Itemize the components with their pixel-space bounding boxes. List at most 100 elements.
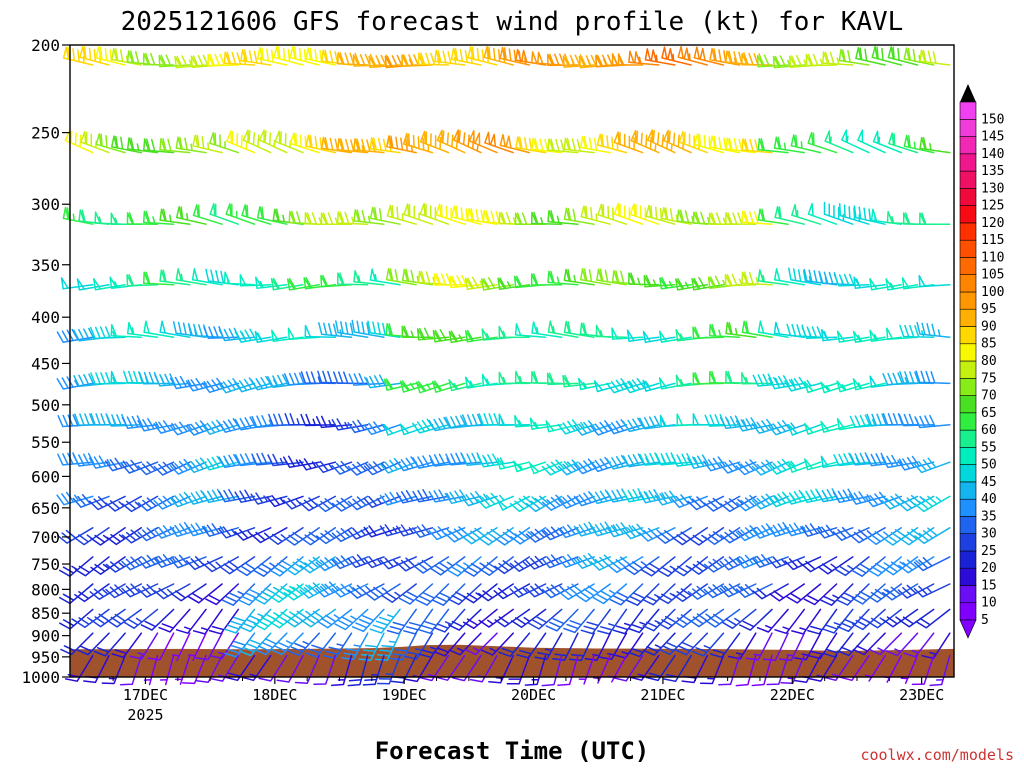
wind-barb [477,453,514,468]
wind-barb [462,608,498,630]
wind-barb [545,608,579,632]
wind-barb [692,632,725,657]
wind-barb [126,137,159,154]
wind-barb [462,583,498,604]
wind-barb [611,269,644,286]
wind-barb [224,632,256,658]
wind-barb [768,375,806,390]
wind-barb [774,205,806,225]
wind-barb [534,632,563,660]
wind-barb [386,608,417,635]
wind-barb [195,632,223,661]
wind-barb [434,49,466,66]
wind-barb [432,583,466,606]
wind-barb [433,608,466,633]
wind-barb [226,130,256,154]
wind-barb [627,632,660,658]
wind-barb [484,131,514,154]
y-tick-label: 650 [31,499,60,518]
wind-barb [401,53,434,68]
wind-barb [626,329,660,342]
wind-barb [201,523,240,537]
colorbar-cell [959,377,977,396]
wind-barb [270,632,304,656]
colorbar-cell [959,205,977,224]
wind-barb [478,583,514,602]
wind-barb [331,527,369,543]
wind-barb [192,608,223,635]
chart-title: 2025121606 GFS forecast wind profile (kt… [121,7,904,37]
wind-barb [709,632,741,659]
wind-barb [719,583,757,598]
wind-barb [121,583,159,598]
wind-barb [584,632,611,661]
wind-barb [557,419,595,435]
wind-barb [720,527,757,544]
wind-barb [174,654,191,685]
wind-barb [708,370,741,385]
wind-barb [725,137,757,154]
wind-barb [886,210,919,225]
wind-barb [143,320,175,338]
wind-barb [208,608,240,635]
wind-barb [76,278,110,291]
wind-barb [234,416,272,431]
wind-barb [882,583,919,601]
wind-barb [622,523,660,540]
wind-barb [725,370,757,385]
wind-barb [153,525,191,539]
wind-barb [460,490,498,507]
wind-barb [659,276,692,290]
wind-barb [736,494,773,512]
wind-barb [390,632,417,661]
colorbar-cell [959,550,977,569]
wind-barb [872,130,903,154]
wind-barb [284,556,320,576]
wind-barb [72,494,110,508]
wind-barb [541,526,579,541]
wind-barb [719,415,757,430]
wind-barb [182,654,207,685]
wind-barb [353,269,385,286]
wind-barb [159,320,191,338]
wind-barb [126,321,159,338]
wind-barb [751,554,789,568]
wind-barb [403,203,434,225]
wind-barb [836,330,870,343]
wind-barb [699,654,725,685]
wind-barb [644,48,676,66]
wind-barb [773,136,806,154]
wind-barb [496,495,531,511]
wind-barb [384,54,417,69]
wind-barb [159,654,175,686]
wind-barb [609,583,644,606]
wind-barb [418,632,450,659]
wind-barb [735,417,773,432]
wind-barb [331,555,369,570]
wind-barb [563,608,595,634]
wind-barb [857,129,886,154]
wind-barb [299,495,337,512]
wind-barb [347,419,385,434]
wind-barb [62,206,94,225]
x-tick-label: 20DEC [511,686,556,704]
wind-barb [552,632,579,661]
wind-barb [207,53,240,67]
wind-barb [514,414,547,428]
wind-barb [563,207,595,225]
wind-barb [848,491,886,505]
wind-barb [111,135,143,154]
wind-barb [687,454,725,469]
wind-barb [592,583,628,605]
colorbar-cell [959,326,977,345]
wind-barb [881,493,919,510]
y-tick-label: 700 [31,528,60,547]
wind-barb [513,275,547,289]
y-tick-label: 950 [31,648,60,667]
wind-barb [613,202,644,225]
wind-barb [78,209,110,225]
wind-barb [209,132,240,154]
wind-barb [719,459,757,474]
wind-barb [287,632,320,657]
wind-barb [321,136,353,154]
